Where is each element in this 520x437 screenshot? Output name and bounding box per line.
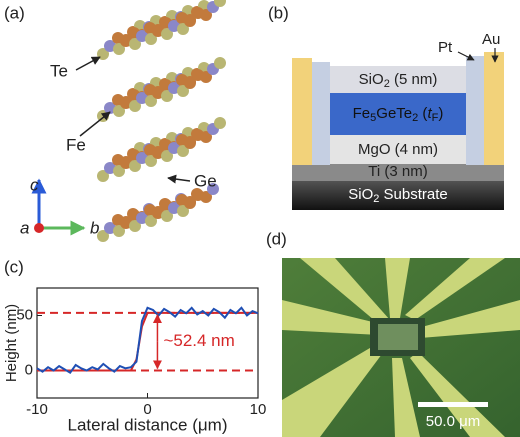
atom xyxy=(214,117,226,129)
atom xyxy=(97,170,109,182)
panel-label: (a) xyxy=(4,3,25,22)
annotation: ~52.4 nm xyxy=(163,331,234,350)
mgo-layer xyxy=(330,135,466,164)
atom xyxy=(161,210,173,222)
atom xyxy=(97,230,109,242)
au-pad xyxy=(484,52,504,165)
x-tick-label: 10 xyxy=(250,401,267,418)
layer-label: SiO2 (5 nm) xyxy=(359,71,438,90)
material-label: Au xyxy=(482,31,500,48)
atom-label: Fe xyxy=(66,135,86,154)
electrodes xyxy=(282,258,520,437)
layer-label: MgO (4 nm) xyxy=(358,141,438,158)
substrate xyxy=(292,180,504,210)
atom xyxy=(129,220,141,232)
arrow xyxy=(167,174,191,184)
atom xyxy=(200,9,212,21)
pt-contact xyxy=(312,62,330,165)
panel-label: (b) xyxy=(268,3,289,22)
x-tick-label: 0 xyxy=(143,401,151,418)
au-pad xyxy=(292,58,312,165)
axis-label: a xyxy=(20,218,29,237)
atom xyxy=(145,95,157,107)
atom xyxy=(113,165,125,177)
layer-label: SiO2 Substrate xyxy=(348,186,448,205)
axis-label: b xyxy=(90,218,99,237)
axis-label: c xyxy=(30,175,39,194)
axis-origin xyxy=(34,223,44,233)
atom-label: Ge xyxy=(194,171,217,190)
atom xyxy=(145,33,157,45)
panel-label: (d) xyxy=(266,229,287,248)
atom xyxy=(177,85,189,97)
atom xyxy=(200,131,212,143)
atom xyxy=(161,90,173,102)
atom xyxy=(184,77,196,89)
atom xyxy=(184,137,196,149)
atom xyxy=(161,28,173,40)
y-tick-label: 50 xyxy=(16,306,33,323)
y-axis-label: Height (nm) xyxy=(3,304,20,382)
data-line xyxy=(36,306,259,375)
scale-label: 50.0 μm xyxy=(426,413,481,430)
ti-layer xyxy=(292,164,504,181)
x-tick-label: -10 xyxy=(26,401,48,418)
atom xyxy=(200,71,212,83)
material-label: Pt xyxy=(438,39,453,56)
atom xyxy=(145,155,157,167)
y-tick-label: 0 xyxy=(25,361,33,378)
atom xyxy=(129,160,141,172)
fgt-layer xyxy=(330,93,466,135)
atom xyxy=(145,215,157,227)
scale-bar xyxy=(418,402,488,407)
layer-label: Ti (3 nm) xyxy=(368,163,427,180)
atom xyxy=(200,191,212,203)
atom xyxy=(177,145,189,157)
atom-label: Te xyxy=(50,61,68,80)
sio2-cap xyxy=(330,66,466,93)
arrow xyxy=(79,111,111,137)
atom xyxy=(161,150,173,162)
atom xyxy=(177,205,189,217)
panel-label: (c) xyxy=(4,257,24,276)
atom xyxy=(129,100,141,112)
atom xyxy=(214,57,226,69)
atom xyxy=(113,225,125,237)
arrow xyxy=(75,56,101,71)
atom xyxy=(184,197,196,209)
atom xyxy=(214,0,226,7)
atom xyxy=(113,43,125,55)
atom xyxy=(184,15,196,27)
arrow xyxy=(457,51,475,61)
atom xyxy=(177,23,189,35)
x-axis-label: Lateral distance (μm) xyxy=(67,415,227,434)
atom xyxy=(113,105,125,117)
atom xyxy=(207,183,219,195)
device xyxy=(378,324,418,350)
crystal-structure xyxy=(97,0,226,242)
layer-label: Fe5GeTe2 (tF) xyxy=(353,105,444,124)
atom xyxy=(129,38,141,50)
pt-contact xyxy=(466,56,484,165)
